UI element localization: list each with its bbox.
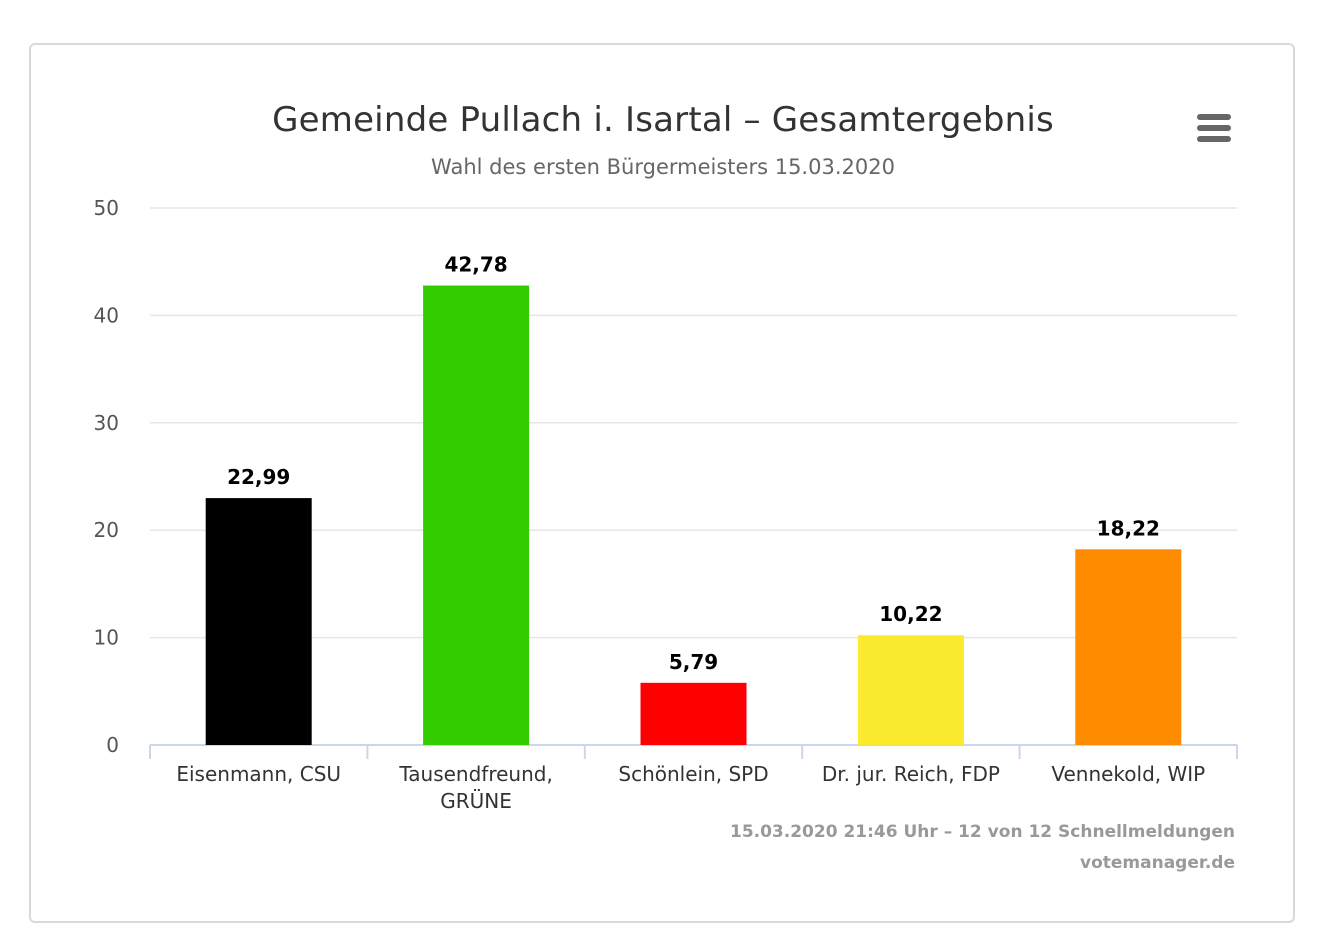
bar (423, 285, 530, 745)
data-label: 22,99 (227, 465, 290, 489)
data-label: 42,78 (444, 253, 507, 277)
x-tick-label: Eisenmann, CSU (176, 762, 341, 786)
credits-timestamp: 15.03.2020 21:46 Uhr – 12 von 12 Schnell… (729, 822, 1235, 842)
data-label: 5,79 (669, 650, 718, 674)
data-label: 18,22 (1097, 516, 1160, 540)
x-tick-label: Vennekold, WIP (1051, 762, 1205, 786)
x-tick-label: GRÜNE (440, 789, 512, 813)
menu-line (1197, 136, 1231, 142)
chart-card (29, 43, 1295, 923)
y-tick-label: 20 (94, 518, 119, 542)
y-tick-label: 0 (106, 733, 119, 757)
y-tick-label: 30 (94, 411, 119, 435)
y-tick-label: 40 (94, 303, 119, 327)
chart-title: Gemeinde Pullach i. Isartal – Gesamterge… (272, 100, 1054, 140)
menu-line (1197, 114, 1231, 120)
menu-line (1197, 125, 1231, 131)
x-tick-label: Schönlein, SPD (618, 762, 768, 786)
y-tick-label: 50 (94, 196, 119, 220)
hamburger-menu-icon[interactable] (1192, 108, 1236, 148)
x-tick-label: Tausendfreund, (398, 762, 552, 786)
bar (857, 635, 964, 745)
y-tick-label: 10 (94, 626, 119, 650)
bar (205, 498, 312, 745)
credits-link[interactable]: votemanager.de (1080, 853, 1235, 873)
x-tick-label: Dr. jur. Reich, FDP (822, 762, 1000, 786)
chart-subtitle: Wahl des ersten Bürgermeisters 15.03.202… (431, 155, 895, 179)
bar (640, 682, 747, 745)
bar (1075, 549, 1182, 745)
data-label: 10,22 (879, 602, 942, 626)
